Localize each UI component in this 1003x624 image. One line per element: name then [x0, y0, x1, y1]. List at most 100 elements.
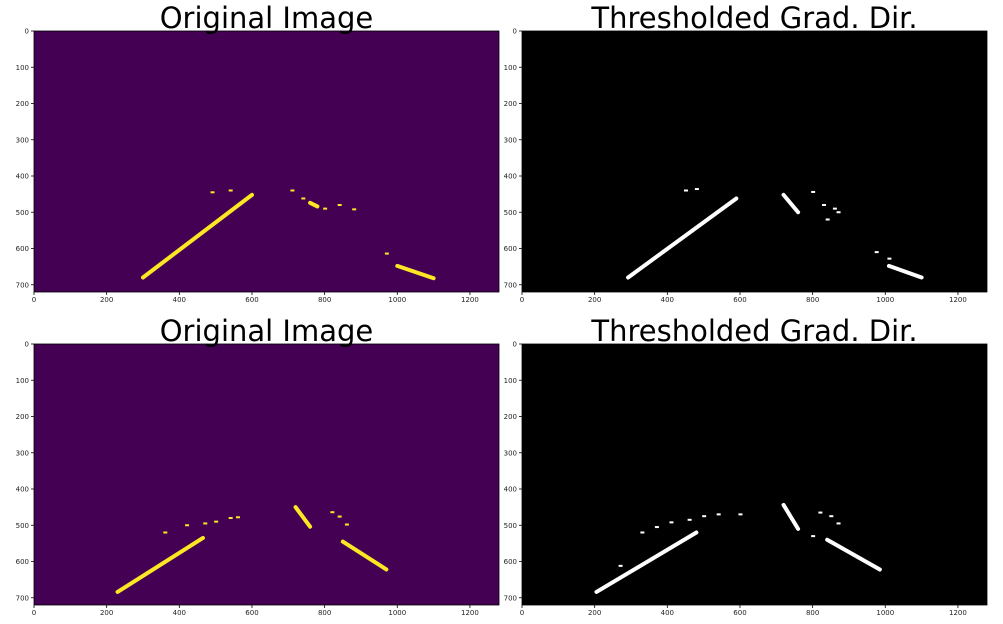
y-tick-label: 700 — [16, 281, 29, 289]
x-tick-label: 400 — [661, 609, 674, 617]
y-tick-label: 0 — [25, 341, 29, 349]
y-tick-label: 600 — [504, 558, 517, 566]
y-tick-label: 400 — [16, 173, 29, 181]
x-tick-label: 1200 — [461, 296, 479, 304]
image-area-p1 — [34, 31, 499, 292]
y-tick-label: 100 — [504, 377, 517, 385]
pixel-speck — [323, 207, 328, 210]
y-tick-label: 300 — [16, 136, 29, 144]
image-area-p4 — [522, 344, 987, 605]
pixel-speck — [829, 515, 834, 518]
x-tick-label: 200 — [588, 609, 601, 617]
y-tick-label: 600 — [504, 245, 517, 253]
x-tick-label: 600 — [733, 296, 746, 304]
x-tick-label: 200 — [100, 296, 113, 304]
image-area-p3 — [34, 344, 499, 605]
pixel-speck — [822, 204, 827, 206]
y-tick-label: 400 — [504, 173, 517, 181]
pixel-speck — [669, 521, 674, 524]
lane-segment — [340, 539, 389, 572]
lane-segment — [308, 200, 320, 209]
pixel-speck — [836, 522, 841, 525]
x-tick-label: 200 — [588, 296, 601, 304]
y-tick-label: 300 — [16, 449, 29, 457]
x-tick-label: 0 — [32, 296, 36, 304]
panel-title-original-image-bottom: Original Image — [159, 314, 374, 348]
pixel-speck — [694, 188, 699, 191]
pixel-speck — [618, 564, 623, 567]
pixel-speck — [337, 515, 342, 518]
pixel-speck — [825, 218, 830, 221]
y-tick-label: 400 — [504, 486, 517, 494]
y-tick-label: 200 — [504, 413, 517, 421]
x-tick-label: 200 — [100, 609, 113, 617]
y-tick-label: 300 — [504, 136, 517, 144]
pixel-speck — [185, 524, 190, 527]
lane-segment — [825, 537, 882, 572]
pixel-speck — [811, 535, 816, 538]
pixel-speck — [832, 207, 837, 210]
y-tick-label: 500 — [16, 522, 29, 530]
pixel-speck — [738, 513, 743, 516]
pixel-speck — [716, 513, 721, 516]
pixel-speck — [818, 511, 823, 514]
x-tick-label: 800 — [806, 609, 819, 617]
x-tick-label: 1000 — [876, 609, 894, 617]
x-tick-label: 600 — [245, 296, 258, 304]
axes-frame — [521, 30, 988, 293]
y-tick-label: 400 — [16, 486, 29, 494]
x-tick-label: 400 — [173, 609, 186, 617]
pixel-speck — [344, 523, 349, 526]
panels-layer: 0 200 400 600 800 1000 12000100200300400500600… — [16, 28, 988, 617]
pixel-speck — [214, 520, 219, 523]
pixel-speck — [290, 189, 295, 192]
axes-frame — [33, 30, 500, 293]
pixel-speck — [836, 211, 841, 214]
lane-segment — [115, 535, 205, 594]
pixel-speck — [352, 208, 357, 211]
lane-segment — [781, 192, 801, 215]
lane-segment — [594, 530, 699, 594]
pixel-speck — [203, 522, 208, 525]
pixel-speck — [811, 190, 816, 193]
pixel-speck — [687, 518, 692, 521]
image-area-p2 — [522, 31, 987, 292]
y-tick-label: 100 — [16, 64, 29, 72]
panel-title-thresholded-bottom: Thresholded Grad. Dir. — [591, 314, 918, 348]
y-tick-label: 700 — [504, 281, 517, 289]
y-tick-label: 200 — [504, 100, 517, 108]
pixel-speck — [702, 515, 707, 518]
axes-frame — [33, 343, 500, 606]
x-tick-label: 800 — [318, 609, 331, 617]
x-tick-label: 1200 — [461, 609, 479, 617]
x-tick-label: 0 — [520, 296, 524, 304]
lane-segment — [293, 505, 313, 529]
lane-segment — [781, 502, 801, 531]
pixel-speck — [228, 189, 233, 192]
y-tick-label: 500 — [16, 209, 29, 217]
pixel-speck — [384, 252, 389, 255]
y-tick-label: 500 — [504, 209, 517, 217]
x-tick-label: 800 — [318, 296, 331, 304]
lane-segment — [886, 263, 924, 280]
y-tick-label: 300 — [504, 449, 517, 457]
x-tick-label: 600 — [733, 609, 746, 617]
pixel-speck — [887, 257, 892, 260]
y-tick-label: 200 — [16, 413, 29, 421]
x-tick-label: 1200 — [949, 296, 967, 304]
pixel-speck — [337, 204, 342, 206]
panel-p4: 0 200 400 600 800 1000 1200 0 100 200 300 400 500 600… — [504, 341, 988, 617]
y-tick-label: 100 — [504, 64, 517, 72]
lane-segment — [626, 196, 739, 280]
pixel-speck — [228, 517, 233, 519]
y-tick-label: 200 — [16, 100, 29, 108]
pixel-speck — [874, 251, 879, 254]
panel-title-original-image-top: Original Image — [159, 1, 374, 35]
panel-p3: 0 200 400 600 800 1000 1200 0 100 200 300 400 500 600… — [16, 341, 500, 617]
pixel-speck — [210, 191, 215, 194]
x-tick-label: 400 — [173, 296, 186, 304]
axes-frame — [521, 343, 988, 606]
y-tick-label: 600 — [16, 245, 29, 253]
x-tick-label: 0 — [32, 609, 36, 617]
